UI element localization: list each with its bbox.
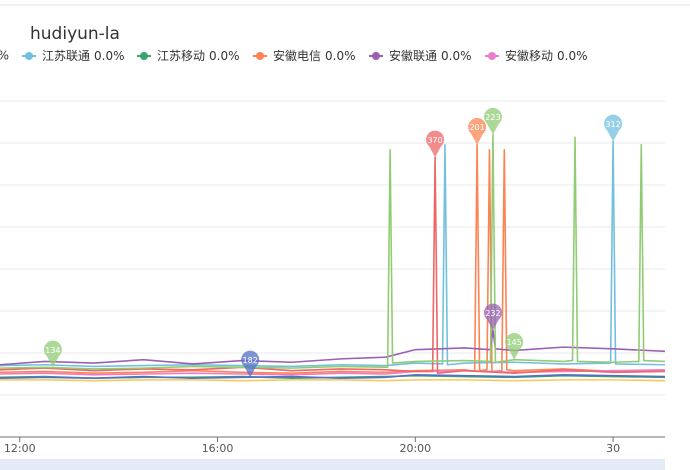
legend-name: 安徽联通 xyxy=(389,48,437,63)
legend-value: 0.0% xyxy=(557,49,588,63)
pin-label: 370 xyxy=(427,136,442,145)
legend-dot xyxy=(488,52,496,60)
plot xyxy=(0,133,666,382)
grid: 12:00 16:00 20:00 30 xyxy=(0,100,665,455)
legend-name: 安徽电信 xyxy=(273,48,321,63)
pin-label: 182 xyxy=(243,356,258,365)
legend-label: 江苏移动 0.0% xyxy=(157,49,240,63)
pin xyxy=(43,340,62,368)
series-line xyxy=(0,374,666,379)
x-tick-label: 20:00 xyxy=(399,442,431,455)
zoom-slider[interactable] xyxy=(0,459,665,470)
x-tick-label: 12:00 xyxy=(4,442,36,455)
pin xyxy=(505,333,524,360)
pin xyxy=(426,130,445,158)
pin xyxy=(483,107,502,135)
chart-title: hudiyun-la xyxy=(30,24,120,44)
pin-label: 223 xyxy=(485,113,500,122)
legend-value: 0.0% xyxy=(441,49,472,63)
legend-dot xyxy=(140,52,148,60)
pin-label: 134 xyxy=(45,346,60,355)
pin-label: 312 xyxy=(605,120,620,129)
legend-name: 安徽移动 xyxy=(505,48,553,63)
legend-name: 江苏联通 xyxy=(42,49,90,63)
overlay: 江苏联通 0.0% 江苏移动 0.0% 安徽电信 0.0% 安徽联通 0.0% 安徽移动 0.0%… xyxy=(22,48,623,378)
legend-dot xyxy=(256,52,264,60)
pin xyxy=(241,350,260,378)
legend-value: 0.0% xyxy=(209,49,240,63)
legend-fragment: 0% xyxy=(0,49,9,63)
legend-value: 0.0% xyxy=(94,49,125,63)
legend-label: 安徽移动 0.0% xyxy=(505,48,588,63)
series-line xyxy=(0,143,666,374)
pin-label: 201 xyxy=(469,123,484,132)
pin xyxy=(483,303,502,331)
series-line xyxy=(0,369,666,376)
series-line xyxy=(0,156,666,374)
series-line xyxy=(0,140,666,368)
legend-label: 安徽电信 0.0% xyxy=(273,48,356,63)
legend-dot xyxy=(25,52,33,60)
x-tick-label: 16:00 xyxy=(202,442,234,455)
series-line xyxy=(0,133,666,370)
pin-label: 232 xyxy=(485,309,500,318)
legend-name: 江苏移动 xyxy=(157,49,205,63)
legend-dot xyxy=(372,52,380,60)
legend-label: 安徽联通 0.0% xyxy=(389,48,472,63)
series-line xyxy=(0,379,666,382)
legend-label: 江苏联通 0.0% xyxy=(42,49,125,63)
legend-value: 0.0% xyxy=(325,49,356,63)
pin xyxy=(604,114,623,142)
series-line xyxy=(0,329,666,366)
x-tick-label: 30 xyxy=(606,442,620,455)
pin xyxy=(468,117,487,145)
pin-label: 145 xyxy=(507,338,522,347)
